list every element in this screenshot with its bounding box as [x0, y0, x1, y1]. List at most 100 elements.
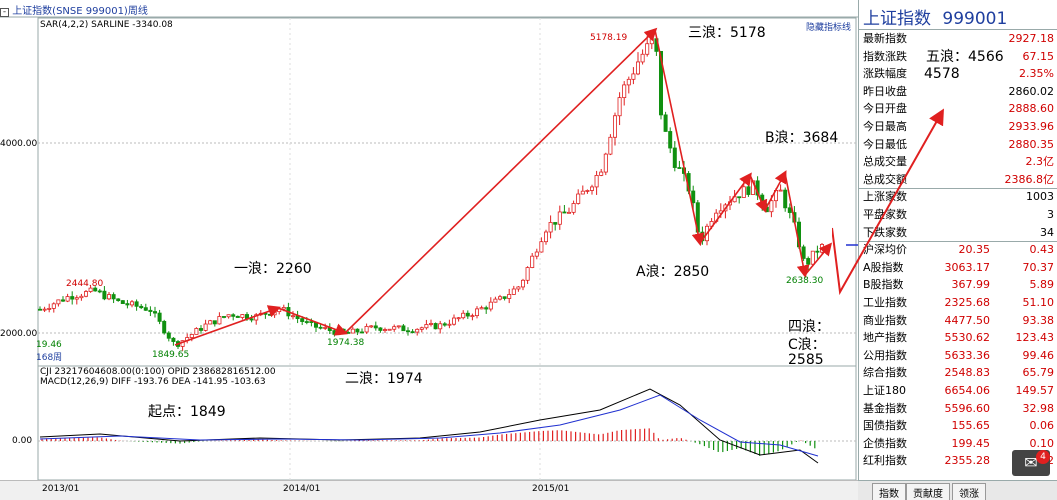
candle-body	[511, 288, 516, 295]
quote-row[interactable]: 总成交量 2.3亿	[859, 153, 1057, 170]
index-row[interactable]: 基金指数 5596.60 32.98	[859, 400, 1057, 417]
index-value: 155.65	[951, 419, 991, 433]
candle-body	[497, 296, 502, 300]
candle-body	[65, 296, 70, 302]
hide-indicator-button[interactable]: 隐藏指标线	[806, 23, 852, 33]
index-label: 地产指数	[863, 331, 907, 345]
candle-body	[148, 309, 153, 312]
candle-body	[456, 317, 461, 320]
candle-body	[47, 307, 52, 310]
candle-body	[613, 115, 618, 138]
index-row[interactable]: 综合指数 2548.83 65.79	[859, 364, 1057, 381]
quote-label: 涨跌幅度	[863, 67, 907, 81]
index-row[interactable]: 上证180 6654.06 149.57	[859, 382, 1057, 399]
x-tick-2015: 2015/01	[532, 484, 570, 494]
quote-row[interactable]: 指数涨跌 67.15	[859, 48, 1057, 65]
quote-label: 最新指数	[863, 32, 907, 45]
minus-box-icon[interactable]: -	[0, 8, 9, 17]
tab-index[interactable]: 指数	[872, 483, 906, 500]
index-label: 基金指数	[863, 401, 907, 415]
index-label: 沪深均价	[863, 243, 907, 257]
window-title[interactable]: - 上证指数(SNSE 999001)周线	[0, 2, 148, 17]
candle-body	[539, 241, 544, 253]
candle-body	[369, 325, 374, 328]
candle-body	[438, 323, 443, 330]
candle-body	[346, 332, 351, 334]
quote-label: 总成交额	[863, 172, 907, 186]
index-label: 综合指数	[863, 366, 907, 380]
index-label: 公用指数	[863, 348, 907, 362]
quote-label: 昨日收盘	[863, 84, 907, 98]
chart-area[interactable]: - 上证指数(SNSE 999001)周线 SAR(4,2,2) SARLINE…	[0, 0, 858, 500]
wave-arrow	[699, 172, 752, 244]
breadth-label: 下跌家数	[863, 225, 907, 239]
candle-body	[74, 297, 79, 300]
index-row[interactable]: A股指数 3063.17 70.37	[859, 259, 1057, 276]
candle-body	[567, 211, 572, 214]
candle-body	[107, 294, 112, 300]
candle-body	[507, 294, 512, 299]
candle-body	[102, 290, 107, 300]
macd-histogram-group	[41, 428, 816, 456]
candle-body	[217, 316, 222, 325]
quote-row[interactable]: 总成交额 2386.8亿	[859, 171, 1057, 188]
candle-body	[194, 328, 199, 335]
quote-label: 今日开盘	[863, 102, 907, 116]
quote-row[interactable]: 昨日收盘 2860.02	[859, 83, 1057, 100]
index-label: A股指数	[863, 260, 904, 274]
index-code: 999001	[942, 9, 1008, 29]
index-change: 65.79	[1022, 366, 1055, 380]
index-row[interactable]: 商业指数 4477.50 93.38	[859, 312, 1057, 329]
candle-body	[465, 312, 470, 317]
index-row[interactable]: 国债指数 155.65 0.06	[859, 417, 1057, 434]
candle-body	[84, 291, 89, 297]
candle-body	[129, 301, 134, 306]
candle-body	[415, 328, 420, 333]
candle-body	[162, 320, 167, 334]
index-label: 企债指数	[863, 436, 907, 450]
quote-value: 2880.35	[1008, 137, 1055, 151]
candle-body	[350, 328, 355, 334]
candle-body	[691, 190, 696, 204]
quote-row[interactable]: 今日最高 2933.96	[859, 118, 1057, 135]
index-row[interactable]: 地产指数 5530.62 123.43	[859, 329, 1057, 346]
candle-body	[42, 308, 47, 311]
breadth-row[interactable]: 下跌家数 34	[859, 224, 1057, 241]
quote-row[interactable]: 今日开盘 2888.60	[859, 100, 1057, 117]
candle-body	[419, 327, 424, 330]
candle-body	[677, 167, 682, 169]
index-row[interactable]: B股指数 367.99 5.89	[859, 276, 1057, 293]
index-row[interactable]: 工业指数 2325.68 51.10	[859, 294, 1057, 311]
index-value: 5530.62	[944, 331, 991, 345]
tab-leaders[interactable]: 领涨	[952, 483, 986, 500]
candle-body	[585, 190, 590, 192]
sar-indicator-line: SAR(4,2,2) SARLINE -3340.08	[40, 20, 173, 30]
candle-body	[769, 200, 774, 213]
candle-body	[143, 307, 148, 311]
index-row[interactable]: 企债指数 199.45 0.10	[859, 435, 1057, 452]
candle-body	[461, 312, 466, 319]
candle-body	[290, 315, 295, 318]
index-row[interactable]: 沪深均价 20.35 0.43	[859, 241, 1057, 258]
kline-chart[interactable]	[0, 0, 858, 500]
candle-body	[382, 329, 387, 331]
quote-row[interactable]: 最新指数 2927.18	[859, 30, 1057, 47]
candle-body	[659, 50, 664, 116]
index-row[interactable]: 公用指数 5633.36 99.46	[859, 347, 1057, 364]
candle-body	[741, 186, 746, 198]
quote-row[interactable]: 涨跌幅度 2.35%	[859, 65, 1057, 82]
candle-body	[810, 250, 815, 265]
index-change: 123.43	[1015, 331, 1055, 345]
peak-label-1974: 1974.38	[327, 338, 365, 348]
candle-body	[332, 330, 337, 335]
tab-contribution[interactable]: 贡献度	[906, 483, 950, 500]
candle-body	[208, 320, 213, 325]
mail-badge: 4	[1036, 450, 1050, 464]
quote-row[interactable]: 今日最低 2880.35	[859, 136, 1057, 153]
candle-body	[410, 331, 415, 334]
index-label: 商业指数	[863, 313, 907, 327]
quote-sidebar: 上证指数 999001 最新指数 2927.18 指数涨跌 67.15 涨跌幅度 2.35…	[858, 0, 1057, 500]
index-label: B股指数	[863, 278, 904, 292]
period-label: 168周	[36, 353, 63, 363]
candle-body	[198, 328, 203, 331]
